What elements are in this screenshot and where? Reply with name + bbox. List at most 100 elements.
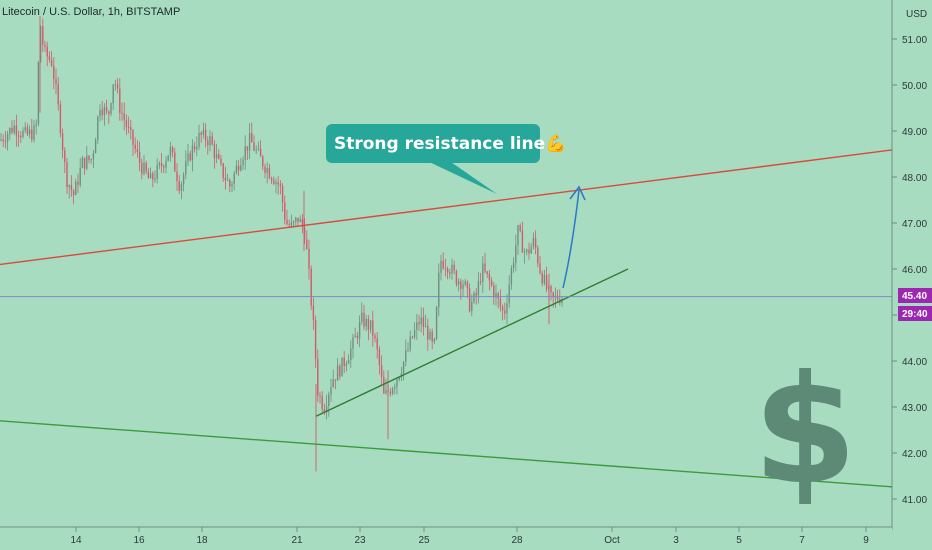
price-tick-label: 48.00 xyxy=(902,173,927,184)
candle-body xyxy=(48,56,51,60)
candle-body xyxy=(209,136,211,146)
candle-body xyxy=(308,248,310,269)
candle-body xyxy=(182,174,185,185)
candle-body xyxy=(306,239,308,249)
candle-body xyxy=(389,391,392,394)
time-tick-label: 5 xyxy=(736,535,742,546)
candle-body xyxy=(350,348,352,360)
candle-body xyxy=(207,140,209,146)
candle-body xyxy=(248,133,251,151)
time-axis-background xyxy=(0,527,892,550)
candle-body xyxy=(242,159,244,166)
candle-body xyxy=(185,161,187,175)
candle-body xyxy=(178,181,180,191)
candle-body xyxy=(391,388,394,394)
candle-body xyxy=(202,129,205,135)
dollar-sign-icon: $ xyxy=(753,344,857,518)
candle-body xyxy=(257,148,260,150)
candle-body xyxy=(297,217,299,222)
price-tick-label: 43.00 xyxy=(902,403,927,414)
candlestick-series xyxy=(0,16,563,472)
candle-body xyxy=(251,133,253,143)
price-tick-label: 50.00 xyxy=(902,81,927,92)
candle-body xyxy=(455,270,458,285)
candle-body xyxy=(328,394,330,406)
candle-body xyxy=(336,365,339,381)
candle-body xyxy=(431,331,433,342)
candle-body xyxy=(490,280,493,286)
price-axis[interactable]: USD 41.0042.0043.0044.0045.0046.0047.004… xyxy=(891,0,932,530)
countdown-value: 29:40 xyxy=(902,309,928,320)
candle-body xyxy=(79,167,81,185)
candle-body xyxy=(39,26,42,63)
candle-body xyxy=(171,147,174,153)
candle-body xyxy=(281,185,284,203)
candle-body xyxy=(367,318,370,330)
arrow-line xyxy=(562,189,580,289)
candle-body xyxy=(295,217,297,222)
candle-body xyxy=(317,358,319,396)
candle-body xyxy=(341,357,343,377)
candle-body xyxy=(275,182,277,184)
candle-body xyxy=(266,168,268,173)
candle-body xyxy=(497,293,499,299)
candle-body xyxy=(477,281,480,296)
candle-body xyxy=(2,139,4,142)
candle-body xyxy=(24,127,26,131)
candle-body xyxy=(552,292,554,298)
trendline-resistance[interactable] xyxy=(0,144,932,266)
time-tick-label: 28 xyxy=(511,535,523,546)
resistance-callout[interactable]: Strong resistance line💪 xyxy=(326,124,566,194)
candle-body xyxy=(444,268,447,270)
candle-body xyxy=(506,303,508,314)
candle-body xyxy=(482,263,484,282)
symbol-title: Litecoin / U.S. Dollar, 1h, BITSTAMP xyxy=(2,6,180,18)
candle-body xyxy=(561,299,563,303)
candle-body xyxy=(424,325,427,328)
candle-body xyxy=(488,273,491,281)
trendline-ascending-support[interactable] xyxy=(315,268,629,417)
candle-body xyxy=(356,335,359,339)
candle-body xyxy=(13,125,15,133)
candle-body xyxy=(86,155,88,169)
time-axis[interactable]: 14 16 18 21 23 25 28 Oct 3 5 7 9 xyxy=(0,526,892,550)
candle-body xyxy=(22,130,24,137)
candle-body xyxy=(138,152,141,163)
candle-body xyxy=(246,146,249,151)
candle-body xyxy=(200,132,202,135)
candle-body xyxy=(398,377,400,380)
candle-body xyxy=(519,225,521,231)
candle-body xyxy=(198,132,200,147)
candle-body xyxy=(231,183,233,187)
candle-body xyxy=(321,396,323,410)
candle-body xyxy=(310,268,312,306)
candle-body xyxy=(508,284,510,304)
candle-body xyxy=(59,104,62,134)
candle-body xyxy=(435,307,438,339)
time-tick-label: 14 xyxy=(70,535,82,546)
candle-body xyxy=(292,221,295,223)
candle-body xyxy=(213,144,216,159)
candle-body xyxy=(92,153,95,160)
candle-body xyxy=(473,292,475,302)
candle-body xyxy=(191,146,194,161)
arrow-head xyxy=(569,185,586,201)
trendlines xyxy=(0,144,932,491)
candle-body xyxy=(495,293,497,298)
candle-body xyxy=(141,163,143,174)
candle-body xyxy=(363,312,365,327)
candle-body xyxy=(433,338,436,342)
candle-body xyxy=(394,386,396,389)
candle-body xyxy=(449,272,451,274)
candle-body xyxy=(176,171,178,182)
time-tick-label: 9 xyxy=(863,535,869,546)
trendline-lower-support[interactable] xyxy=(0,420,932,491)
candle-body xyxy=(15,125,18,136)
candle-body xyxy=(332,379,334,387)
candle-body xyxy=(17,135,20,137)
candle-body xyxy=(468,288,471,312)
candle-body xyxy=(442,260,444,269)
candle-body xyxy=(325,406,328,413)
candle-body xyxy=(196,147,198,150)
